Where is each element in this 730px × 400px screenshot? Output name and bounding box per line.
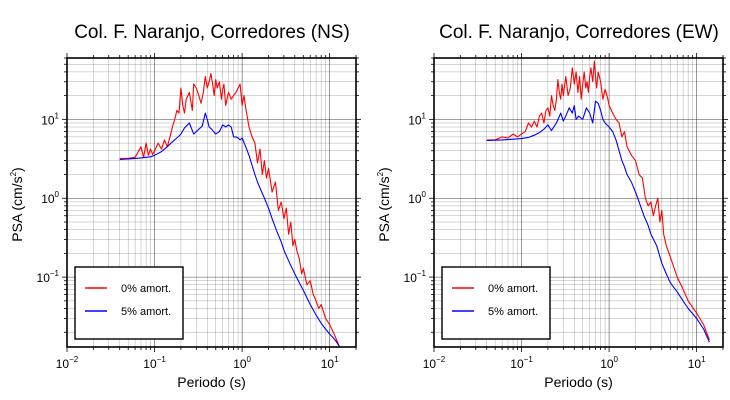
y-tick-label: 10−1 [404,269,427,285]
x-tick-label: 101 [321,355,339,371]
legend-label: 0% amort. [488,283,538,295]
x-tick-label: 100 [600,355,618,371]
axis-ticks [429,53,728,352]
legend: 0% amort. 5% amort. [74,266,184,340]
chart-panel-ew: 10−2 10−1 100 101 10−1 100 101 Col. F. Naranjo,… [376,22,728,390]
plot-frame [66,57,357,348]
x-tick-label: 10−2 [423,355,446,371]
y-tick-label: 100 [41,190,59,206]
y-tick-label: 101 [408,111,426,127]
chart-title: Col. F. Naranjo, Corredores (NS) [74,22,350,43]
x-axis-label: Periodo (s) [544,374,612,390]
legend-label: 0% amort. [121,283,171,295]
x-tick-label: 10−2 [56,355,79,371]
series-line-damping-5 [486,100,710,343]
x-tick-label: 10−1 [143,355,166,371]
plot-frame [433,57,724,348]
chart-title: Col. F. Naranjo, Corredores (EW) [439,22,719,43]
x-tick-label: 100 [233,355,251,371]
legend-box [441,266,551,340]
x-axis-label: Periodo (s) [177,374,245,390]
series-line-damping-5 [119,112,341,348]
y-tick-label: 100 [408,190,426,206]
y-axis-label: PSA (cm/s2) [9,167,25,241]
y-tick-label: 10−1 [37,269,60,285]
x-tick-label: 101 [688,355,706,371]
axis-ticks [62,53,361,352]
series-line-damping-0 [486,60,710,341]
y-axis-label: PSA (cm/s2) [376,167,392,241]
x-tick-label: 10−1 [510,355,533,371]
chart-panel-ns: 10−2 10−1 100 101 10−1 100 101 Col. F. Naranjo,… [9,22,361,390]
legend: 0% amort. 5% amort. [441,266,551,340]
series-line-damping-0 [119,73,341,348]
legend-box [74,266,184,340]
y-tick-label: 101 [41,111,59,127]
legend-label: 5% amort. [488,306,538,318]
legend-label: 5% amort. [121,306,171,318]
